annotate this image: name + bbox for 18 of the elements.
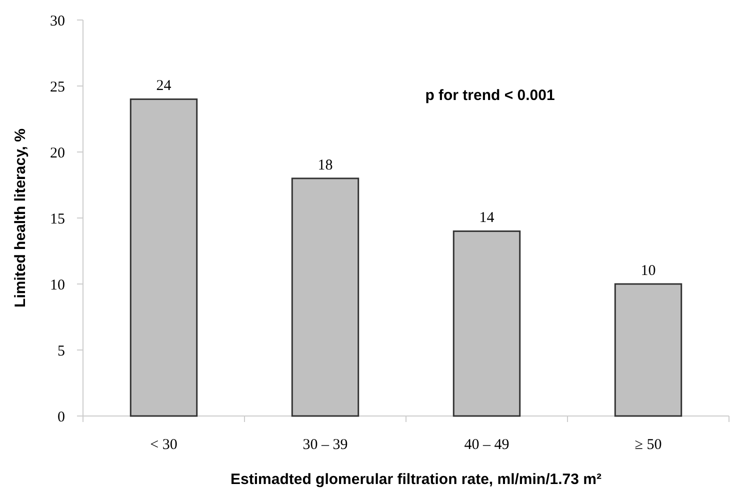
y-tick-label: 20 (50, 145, 65, 162)
y-tick-label: 10 (50, 277, 65, 294)
y-tick-label: 0 (58, 409, 65, 426)
x-tick-label: 30 – 39 (302, 437, 348, 453)
data-label: 10 (640, 263, 656, 279)
annotation: p for trend < 0.001 (425, 87, 555, 104)
x-tick-label: < 30 (150, 437, 178, 453)
y-tick-label: 30 (50, 13, 65, 30)
y-tick-label: 5 (58, 343, 65, 360)
x-tick-label: ≥ 50 (634, 437, 662, 453)
data-label: 14 (479, 210, 495, 226)
y-tick-label: 15 (50, 211, 65, 228)
data-label: 18 (318, 157, 333, 174)
x-tick-label: 40 – 49 (464, 437, 510, 453)
y-tick-label: 25 (50, 79, 65, 96)
y-axis-title: Limited health literacy, % (12, 128, 29, 308)
x-axis-title: Estimadted glomerular filtration rate, ml/min/1.73 m² (230, 471, 602, 488)
data-label: 24 (156, 78, 172, 94)
